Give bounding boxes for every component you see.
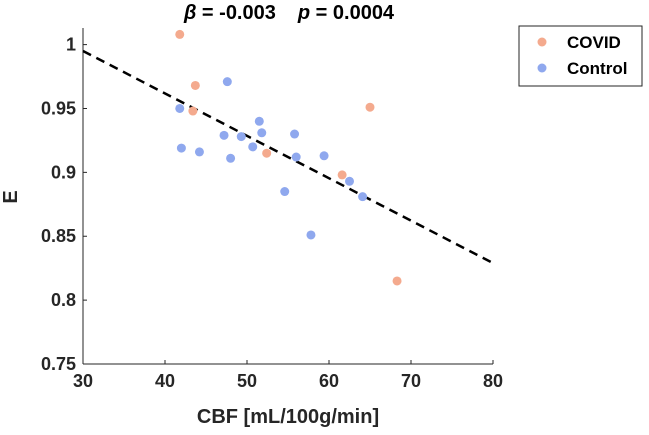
x-tick-label: 40 xyxy=(155,371,175,391)
covid-data-point xyxy=(392,276,402,286)
control-data-point xyxy=(290,129,300,139)
legend-label-control: Control xyxy=(567,59,627,78)
covid-data-point xyxy=(262,148,272,158)
p-value: = 0.0004 xyxy=(310,2,395,24)
legend: COVID Control xyxy=(518,25,643,87)
control-data-point xyxy=(291,152,301,162)
y-tick-label: 0.95 xyxy=(41,98,76,118)
control-data-point xyxy=(345,176,354,186)
y-tick-label: 0.9 xyxy=(51,162,76,182)
x-ticks: 30 40 50 60 70 80 xyxy=(73,360,503,391)
regression-fit-line xyxy=(82,49,494,265)
x-tick-label: 30 xyxy=(73,371,93,391)
control-data-point xyxy=(176,143,186,153)
control-data-point xyxy=(306,230,316,240)
control-data-point xyxy=(226,153,236,163)
legend-label-covid: COVID xyxy=(567,33,621,52)
control-data-point xyxy=(175,103,185,113)
covid-data-point xyxy=(175,29,185,39)
control-data-point xyxy=(257,128,267,138)
control-data-point xyxy=(319,151,329,161)
covid-data-point xyxy=(190,80,200,90)
y-tick-label: 1 xyxy=(66,35,76,55)
beta-value: = -0.003 xyxy=(196,2,276,24)
chart-title: β = -0.003 p = 0.0004 xyxy=(183,2,395,24)
legend-box xyxy=(518,25,643,87)
legend-marker-control xyxy=(537,63,547,73)
y-tick-label: 0.75 xyxy=(41,354,76,374)
control-data-point xyxy=(236,132,246,142)
y-tick-label: 0.85 xyxy=(41,226,76,246)
x-tick-label: 80 xyxy=(483,371,503,391)
y-axis-label: E xyxy=(0,190,22,203)
covid-data-point xyxy=(188,106,198,116)
control-data-point xyxy=(222,77,232,87)
x-tick-label: 50 xyxy=(237,371,257,391)
control-data-point xyxy=(248,142,258,152)
x-tick-label: 60 xyxy=(319,371,339,391)
covid-data-point xyxy=(337,170,347,180)
control-data-point xyxy=(280,187,290,197)
data-points xyxy=(175,29,402,286)
y-tick-label: 0.8 xyxy=(51,290,76,310)
x-tick-label: 70 xyxy=(401,371,421,391)
x-axis-label: CBF [mL/100g/min] xyxy=(197,406,379,428)
control-data-point xyxy=(194,147,204,157)
y-ticks: 0.75 0.8 0.85 0.9 0.95 1 xyxy=(41,35,87,374)
legend-marker-covid xyxy=(537,37,547,47)
control-data-point xyxy=(254,116,264,126)
axes xyxy=(82,28,493,365)
covid-data-point xyxy=(365,102,375,112)
control-data-point xyxy=(358,192,368,202)
beta-symbol: β xyxy=(183,2,196,24)
control-data-point xyxy=(219,130,229,140)
p-symbol: p xyxy=(297,2,310,24)
